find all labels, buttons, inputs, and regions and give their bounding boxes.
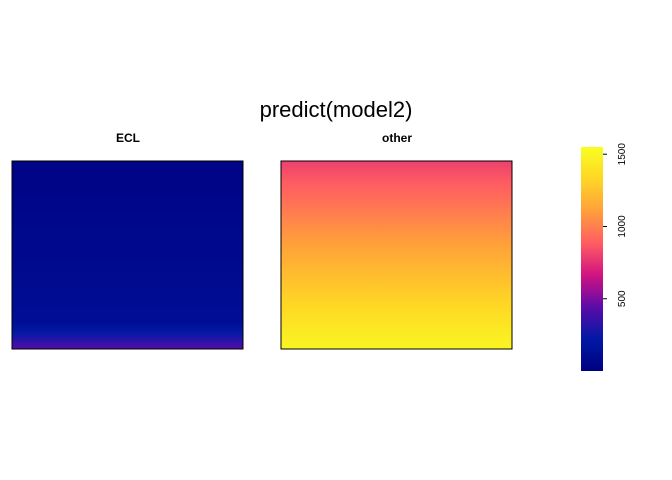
colorbar-tick-label: 1500 [617,143,628,166]
panel-label-ecl: ECL [116,131,140,145]
panel-ecl: ECL [11,131,244,350]
chart-title: predict(model2) [260,97,413,122]
colorbar-legend: 500 1000 1500 [581,143,628,371]
panel-border-ecl [11,160,244,350]
colorbar-tick-label: 500 [617,290,628,307]
colorbar-gradient [581,147,603,371]
panel-border-other [280,160,513,350]
colorbar-tick-label: 1000 [617,215,628,238]
panel-label-other: other [382,131,412,145]
heatmap-raster-other [281,161,512,349]
heatmap-raster-ecl [12,161,243,349]
panel-other: other [280,131,513,350]
